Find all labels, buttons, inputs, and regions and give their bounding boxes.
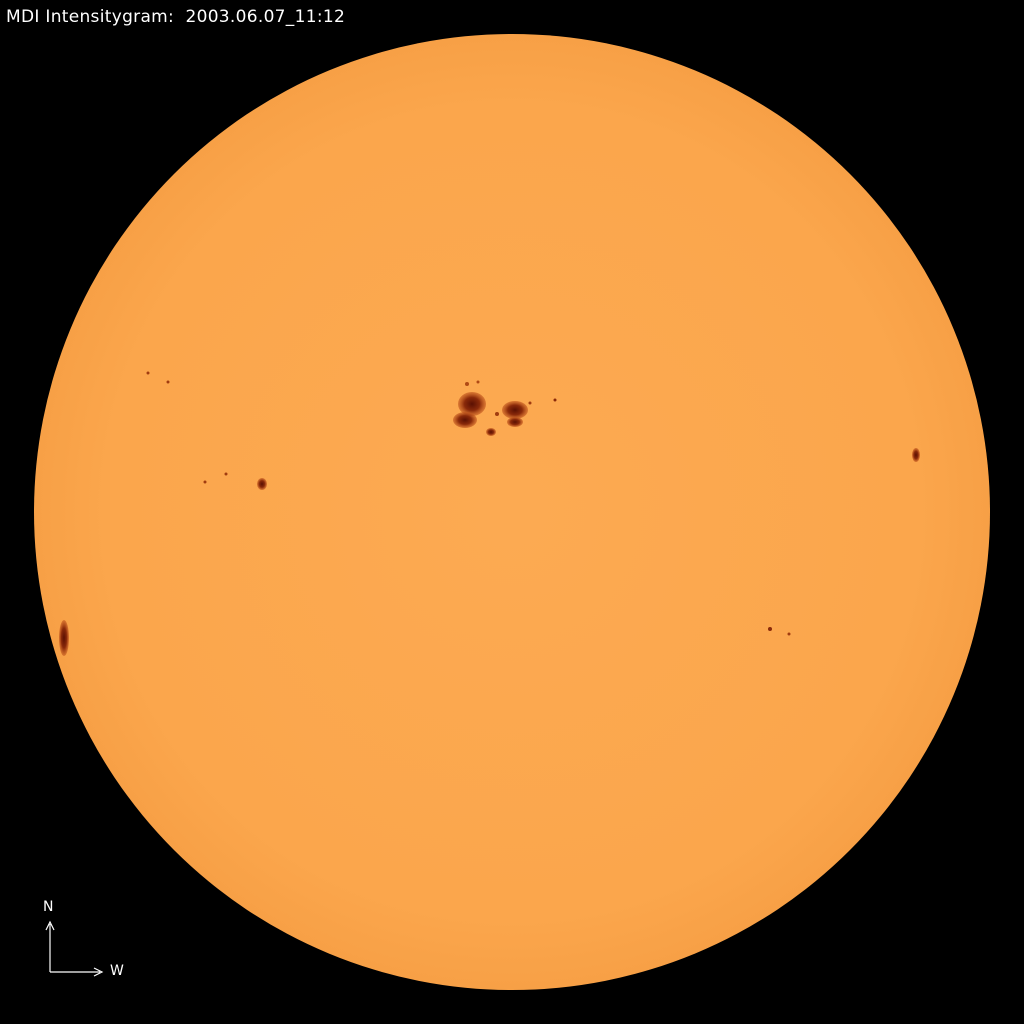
west-label: W	[110, 963, 124, 979]
sunspot-east	[146, 371, 267, 490]
image-title: MDI Intensitygram: 2003.06.07_11:12	[6, 7, 346, 27]
orientation-indicator	[45, 920, 104, 977]
solar-disk	[34, 34, 990, 990]
sunspot-group-center	[453, 380, 557, 436]
north-label: N	[43, 899, 54, 915]
sunspot-limb-east	[59, 620, 69, 656]
sunspot-west	[768, 448, 920, 636]
